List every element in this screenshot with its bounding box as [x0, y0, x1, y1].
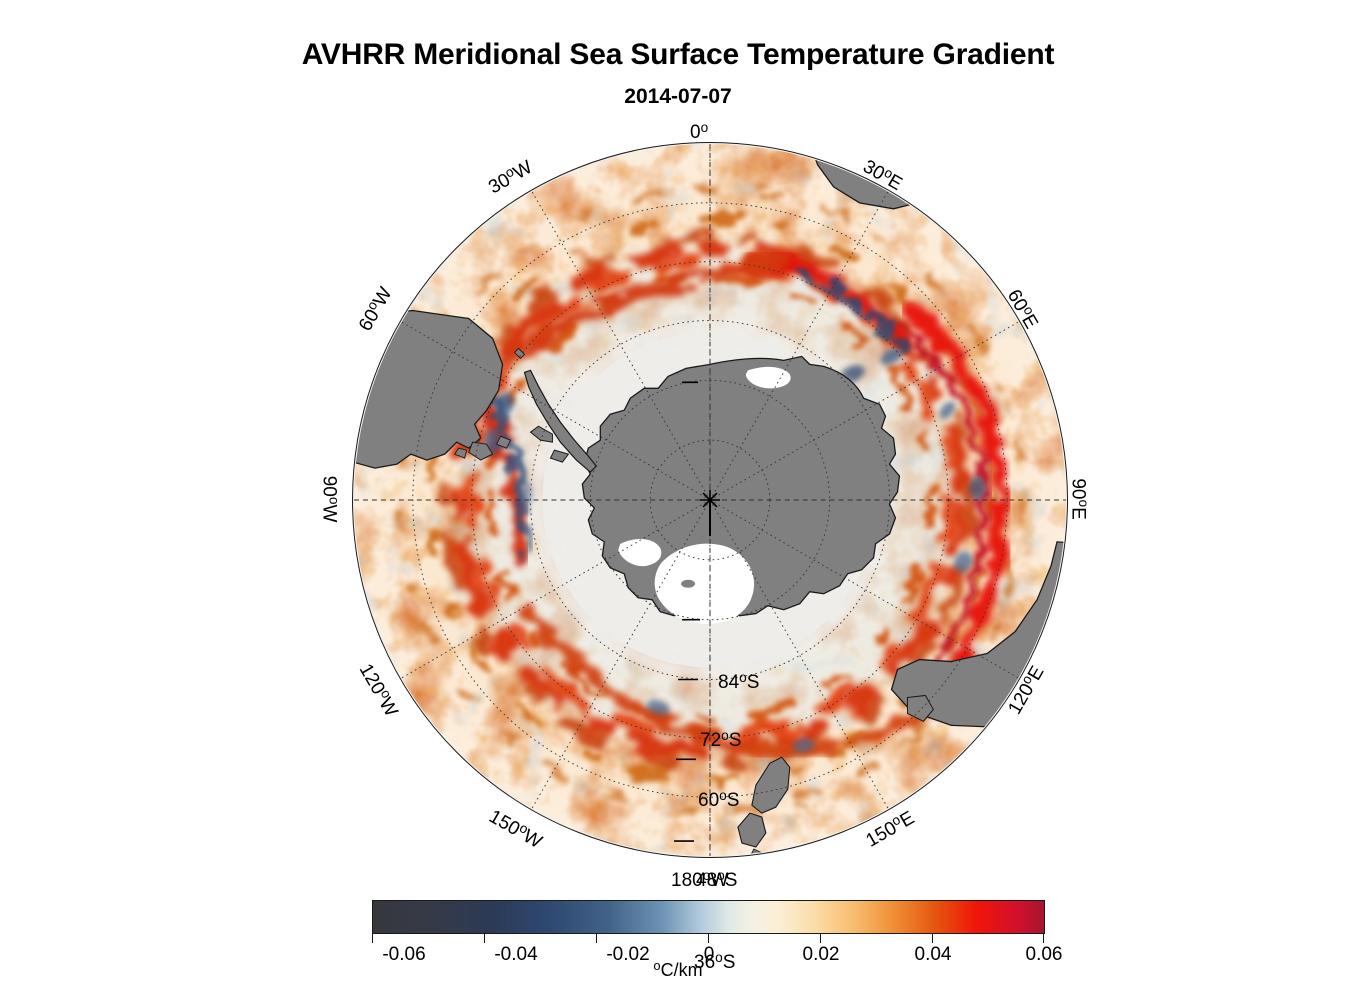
colorbar-label-2: -0.02 — [606, 944, 650, 965]
lat-label-72s: 72oS — [700, 728, 742, 752]
lat-label-60s: 60oS — [698, 788, 740, 812]
colorbar-tick-5 — [932, 934, 934, 943]
drake-passage-negative — [479, 381, 534, 555]
graticule — [353, 143, 1067, 857]
australia-landmass — [890, 541, 1067, 729]
colorbar[interactable] — [372, 900, 1045, 943]
pole-marker — [700, 490, 720, 536]
colorbar-tick-6 — [1043, 934, 1045, 943]
colorbar-unit-label: oC/km — [653, 958, 703, 980]
colorbar-label-1: -0.04 — [494, 944, 538, 965]
agulhas-negative-front — [795, 270, 912, 353]
figure-subtitle: 2014-07-07 — [624, 85, 732, 108]
colorbar-tick-0 — [372, 934, 374, 943]
colorbar-label-3: 0 — [703, 944, 715, 965]
latitude-ticks — [674, 381, 701, 842]
map-container: 84oS 72oS 60oS 48oS 36oS — [352, 142, 1068, 973]
indian-sector-front — [902, 302, 1010, 690]
colorbar-label-4: 0.02 — [802, 944, 840, 965]
figure-title: AVHRR Meridional Sea Surface Temperature… — [301, 38, 1055, 71]
lat-label-36s: 36oS — [694, 950, 736, 974]
colorbar-label-0: -0.06 — [382, 944, 426, 965]
colorbar-label-6: 0.06 — [1025, 944, 1063, 965]
lat-label-48s: 48oS — [696, 868, 738, 892]
lon-label-90e: 90oE — [1067, 478, 1091, 520]
lat-label-84s: 84oS — [718, 670, 760, 694]
lon-label-180w: 180oW — [671, 868, 729, 892]
colorbar-tick-1 — [484, 934, 486, 943]
polar-map-disc[interactable] — [352, 142, 1068, 858]
colorbar-tick-4 — [820, 934, 822, 943]
colorbar-gradient — [372, 900, 1045, 934]
map-svg — [353, 143, 1067, 857]
ice-shelf — [618, 366, 791, 624]
lon-label-90w: 90oW — [318, 475, 342, 523]
antarctica-landmass — [513, 347, 901, 621]
colorbar-tick-2 — [596, 934, 598, 943]
lon-label-0: 0o — [690, 120, 709, 144]
agulhas-return-front — [774, 253, 915, 348]
colorbar-label-5: 0.04 — [914, 944, 952, 965]
south-america-landmass — [353, 309, 512, 469]
colorbar-tick-3 — [708, 934, 710, 943]
map-data-layer — [353, 143, 1067, 857]
